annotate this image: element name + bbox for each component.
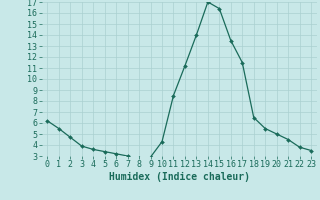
X-axis label: Humidex (Indice chaleur): Humidex (Indice chaleur) xyxy=(109,172,250,182)
